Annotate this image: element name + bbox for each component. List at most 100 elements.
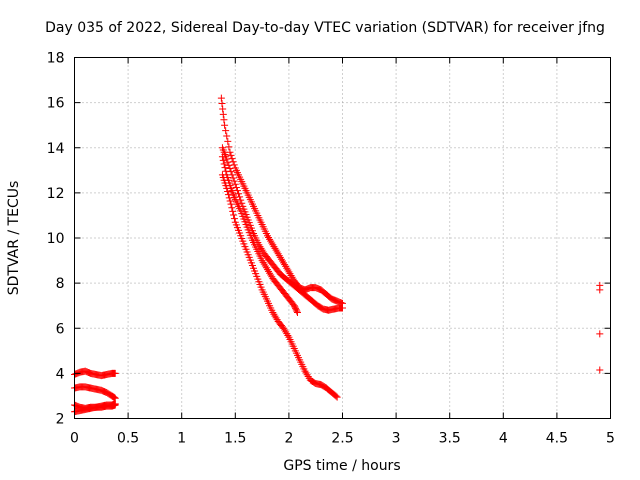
data-point (301, 367, 309, 375)
x-tick-labels: 0 0.5 1 1.5 2 2.5 3 3.5 4 4.5 5 (70, 431, 615, 447)
y-tick-label: 10 (47, 231, 65, 247)
x-tick-label: 0 (70, 431, 79, 447)
x-tick-label: 3.5 (439, 431, 461, 447)
x-tick-label: 1 (177, 431, 186, 447)
y-tick-label: 4 (56, 366, 65, 382)
data-point (272, 314, 280, 322)
axis-ticks (74, 57, 611, 419)
data-point (265, 267, 273, 275)
data-point (303, 371, 311, 379)
data-point (596, 330, 604, 338)
data-point (220, 160, 228, 168)
data-point (226, 165, 234, 173)
data-point (267, 271, 275, 279)
data-point (281, 261, 289, 269)
data-point (231, 180, 239, 188)
data-point (219, 156, 227, 164)
x-tick-label: 2 (284, 431, 293, 447)
data-point (224, 158, 232, 166)
data-point (224, 137, 232, 145)
data-point (285, 268, 293, 276)
y-axis-label: SDTVAR / TECUs (6, 181, 22, 296)
data-point (288, 273, 296, 281)
data-point (224, 188, 232, 196)
data-point (286, 270, 294, 278)
data-point (218, 153, 226, 161)
data-point (232, 183, 240, 191)
y-tick-label: 12 (47, 186, 65, 202)
grid (74, 57, 611, 419)
data-point (228, 204, 236, 212)
data-point (332, 392, 340, 400)
data-point (223, 132, 231, 140)
series-track-b (218, 144, 346, 314)
data-point (266, 235, 274, 243)
data-point (293, 307, 301, 315)
data-point (283, 264, 291, 272)
data-point (275, 252, 283, 260)
data-point (287, 271, 295, 279)
data-point (284, 266, 292, 274)
x-tick-label: 1.5 (224, 431, 246, 447)
data-point (235, 190, 243, 198)
data-point (111, 401, 119, 409)
data-point (273, 248, 281, 256)
x-tick-label: 4 (499, 431, 508, 447)
series-track-early-lower-b (71, 401, 119, 416)
y-tick-label: 6 (56, 321, 65, 337)
x-tick-label: 3 (392, 431, 401, 447)
data-point (277, 255, 285, 263)
data-point (224, 191, 232, 199)
series-track-early-middle (71, 383, 119, 402)
data-points (71, 94, 604, 416)
x-tick-label: 0.5 (117, 431, 139, 447)
data-point (267, 237, 275, 245)
data-point (259, 258, 267, 266)
data-point (281, 326, 289, 334)
data-point (280, 259, 288, 267)
data-point (263, 266, 271, 274)
data-point (265, 234, 273, 242)
data-point (223, 184, 231, 192)
y-tick-label: 2 (56, 412, 65, 428)
data-point (222, 167, 230, 175)
data-point (266, 269, 274, 277)
x-tick-label: 5 (606, 431, 615, 447)
data-point (230, 215, 238, 223)
data-point (225, 194, 233, 202)
data-point (596, 366, 604, 374)
data-point (225, 161, 233, 169)
data-point (283, 330, 291, 338)
data-point (263, 232, 271, 240)
data-point (282, 328, 290, 336)
y-tick-label: 8 (56, 276, 65, 292)
data-point (271, 312, 279, 320)
data-point (257, 244, 265, 252)
data-point (221, 164, 229, 172)
data-point (596, 286, 604, 294)
x-tick-label: 2.5 (331, 431, 353, 447)
data-point (219, 110, 227, 118)
data-point (260, 260, 268, 268)
data-point (220, 116, 228, 124)
data-point (111, 369, 119, 377)
y-tick-labels: 2 4 6 8 10 12 14 16 18 (47, 51, 65, 428)
y-tick-label: 14 (47, 141, 65, 157)
data-point (219, 105, 227, 113)
data-point (258, 246, 266, 254)
data-point (270, 310, 278, 318)
data-point (282, 262, 290, 270)
y-tick-label: 18 (47, 51, 65, 67)
data-point (227, 200, 235, 208)
data-point (302, 369, 310, 377)
data-point (269, 308, 277, 316)
data-point (271, 244, 279, 252)
x-axis-label: GPS time / hours (283, 458, 400, 474)
data-point (333, 393, 341, 401)
data-point (261, 262, 269, 270)
data-point (339, 304, 346, 312)
data-point (268, 239, 276, 247)
data-point (258, 257, 266, 265)
data-point (262, 264, 270, 272)
data-point (238, 199, 246, 207)
